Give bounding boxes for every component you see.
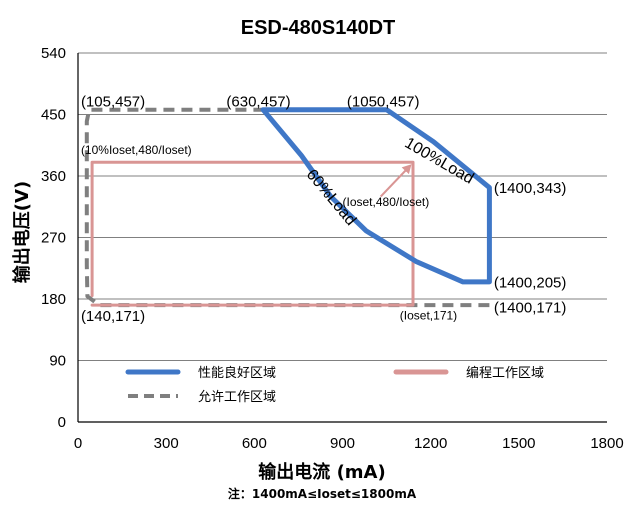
y-axis-label: 输出电压(V) (11, 181, 33, 283)
annotation-ioset-171: (Ioset,171) (400, 309, 457, 323)
x-tick-label: 1200 (414, 435, 447, 452)
series-line-1 (90, 160, 415, 307)
x-tick-labels: 0 300 600 900 1200 1500 1800 (74, 435, 624, 452)
y-tick-label: 540 (41, 45, 66, 62)
annotation-10pct-ioset: (10%Ioset,480/Ioset) (81, 143, 192, 157)
y-tick-label: 180 (41, 291, 66, 308)
annotation-630-457: (630,457) (226, 93, 290, 110)
grid (77, 52, 607, 423)
series-line-2 (84, 107, 490, 308)
annotation-140-171: (140,171) (81, 308, 145, 325)
legend-label-program: 编程工作区域 (466, 366, 544, 381)
annotation-1050-457: (1050,457) (347, 93, 420, 110)
series-line-0 (260, 107, 492, 285)
series (84, 107, 492, 308)
annotation-1400-171: (1400,171) (494, 300, 567, 317)
chart-note: 注：1400mA≤Ioset≤1800mA (228, 486, 417, 501)
annotations: (105,457) (630,457) (1050,457) (1400,343… (81, 93, 566, 325)
annotation-1400-205: (1400,205) (494, 274, 567, 291)
x-tick-label: 600 (242, 435, 267, 452)
legend-label-allowed: 允许工作区域 (198, 389, 276, 405)
annotation-105-457: (105,457) (81, 93, 145, 110)
y-tick-label: 270 (41, 230, 66, 247)
y-tick-label: 0 (58, 414, 66, 431)
x-tick-label: 300 (154, 435, 179, 452)
y-tick-label: 450 (41, 107, 66, 124)
x-tick-label: 900 (330, 435, 355, 452)
annotation-1400-343: (1400,343) (494, 180, 567, 197)
x-tick-label: 0 (74, 435, 82, 452)
y-tick-label: 360 (41, 168, 66, 185)
annotation-arrow (379, 164, 412, 198)
legend-label-good: 性能良好区域 (198, 365, 276, 381)
chart-title: ESD-480S140DT (241, 17, 396, 39)
x-tick-label: 1500 (502, 435, 535, 452)
y-tick-label: 90 (49, 353, 66, 370)
x-tick-label: 1800 (590, 435, 623, 452)
y-tick-labels: 0 90 180 270 360 450 540 (41, 45, 66, 431)
annotation-ioset-480: (Ioset,480/Ioset) (343, 195, 430, 209)
x-axis-label: 输出电流 (mA) (258, 461, 385, 483)
legend: 性能良好区域 编程工作区域 允许工作区域 (125, 365, 544, 405)
